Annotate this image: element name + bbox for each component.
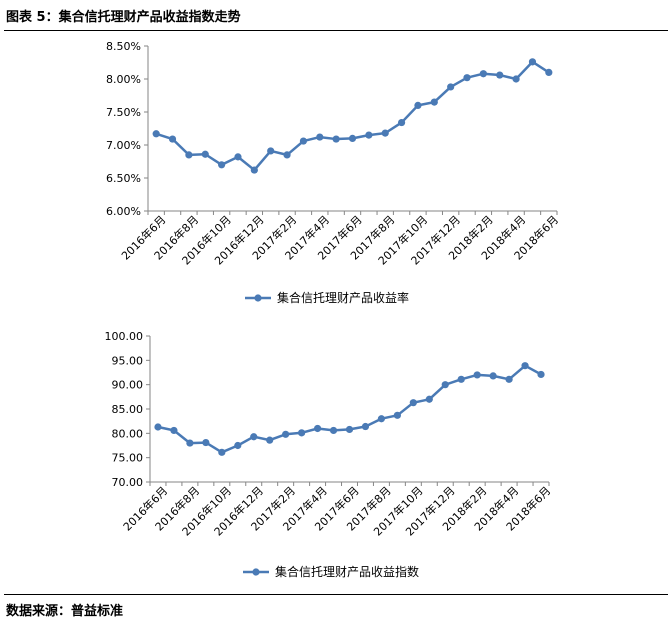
y-tick-label: 6.00% [106,205,141,218]
data-point [441,381,449,389]
y-tick-label: 7.50% [106,106,141,119]
data-point [414,101,422,109]
figure-header: 图表 5：集合信托理财产品收益指数走势 [0,0,672,30]
y-tick-label: 85.00 [112,403,144,416]
data-point [329,426,338,435]
data-point [397,118,406,127]
data-point [381,129,389,137]
data-point [168,135,177,143]
legend-marker [252,568,260,576]
y-tick-label: 7.00% [106,139,141,152]
data-point [234,441,242,450]
y-tick-label: 8.50% [106,40,141,53]
yield-index-chart: 70.0075.0080.0085.0090.0095.00100.002016… [105,330,554,579]
data-point [170,426,178,435]
data-point [283,151,291,159]
data-point [201,150,209,158]
data-point [393,411,401,419]
data-point [377,415,386,423]
yield-rate-chart: 6.00%6.50%7.00%7.50%8.00%8.50%2016年6月201… [106,40,561,305]
data-point [521,362,529,370]
data-point [496,71,504,79]
y-tick-label: 95.00 [112,354,144,367]
y-tick-label: 6.50% [106,172,141,185]
data-point [348,134,357,142]
data-point [545,68,553,76]
data-point [218,448,226,456]
series-line [155,60,550,172]
data-point [537,370,545,379]
data-point [409,399,417,407]
data-point [152,130,160,138]
y-tick-label: 8.00% [106,73,141,86]
data-point [332,135,340,143]
source-note: 数据来源：普益标准 [6,604,124,619]
data-point [528,58,537,66]
data-point [202,438,210,447]
data-point [185,151,193,159]
data-point [479,70,487,78]
data-point [447,83,455,91]
data-point [473,371,481,379]
data-point [298,429,306,437]
data-point [361,422,370,431]
bottom-rule [4,594,668,595]
data-point [505,375,513,383]
data-point [430,98,438,106]
legend-label: 集合信托理财产品收益指数 [275,564,419,579]
data-point [282,430,290,438]
data-point [234,153,242,161]
data-point [186,439,194,447]
y-tick-label: 80.00 [112,427,144,440]
y-tick-label: 90.00 [112,379,144,392]
data-point [365,131,373,139]
data-point [299,137,308,145]
top-rule [4,30,668,31]
data-point [489,372,497,380]
data-point [425,395,433,403]
y-tick-label: 70.00 [112,476,144,489]
data-point [316,133,324,141]
data-point [345,425,354,434]
data-point [457,375,465,383]
data-point [250,166,258,174]
data-point [266,436,274,444]
data-point [250,433,258,441]
data-point [267,147,275,155]
y-tick-label: 100.00 [105,330,144,343]
legend-label: 集合信托理财产品收益率 [277,290,409,305]
data-point [313,424,322,433]
y-tick-label: 75.00 [112,452,144,465]
series-line [157,364,542,454]
legend-marker [254,294,262,302]
data-point [154,423,162,431]
data-point [218,161,226,169]
data-point [512,75,520,83]
data-point [463,74,471,82]
figure-title: 图表 5：集合信托理财产品收益指数走势 [6,10,241,25]
